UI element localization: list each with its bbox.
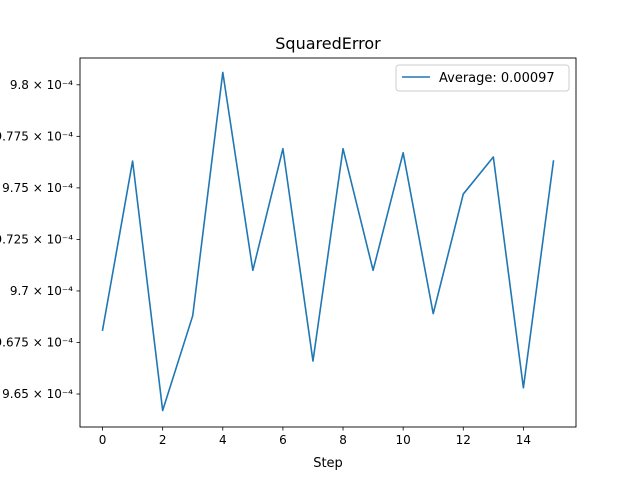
x-tick-label: 14 [516, 433, 531, 447]
series-line [101, 71, 555, 412]
plot-area-frame [79, 57, 577, 428]
y-tick-label: 9.675 × 10⁻⁴ [0, 335, 73, 349]
chart-title: SquaredError [275, 34, 381, 53]
x-tick-label: 10 [396, 433, 411, 447]
legend: Average: 0.00097 [395, 64, 570, 92]
y-tick-label: 9.65 × 10⁻⁴ [2, 387, 73, 401]
x-tick-label: 12 [456, 433, 471, 447]
legend-box [395, 64, 570, 92]
x-tick-label: 8 [339, 433, 347, 447]
y-tick-label: 9.775 × 10⁻⁴ [0, 129, 73, 143]
x-tick-label: 4 [219, 433, 227, 447]
series-layer [101, 71, 555, 412]
x-axis-label: Step [313, 456, 343, 471]
x-tick-label: 6 [279, 433, 287, 447]
x-tick-label: 2 [159, 433, 167, 447]
y-tick-label: 9.7 × 10⁻⁴ [10, 284, 73, 298]
x-axis: 0 2 4 6 8 10 12 14 [99, 427, 531, 447]
x-tick-label: 0 [99, 433, 107, 447]
y-tick-label: 9.75 × 10⁻⁴ [2, 181, 73, 195]
legend-entry-label: Average: 0.00097 [439, 71, 555, 86]
y-axis: 9.65 × 10⁻⁴ 9.675 × 10⁻⁴ 9.7 × 10⁻⁴ 9.725 ×… [0, 78, 80, 401]
y-tick-label: 9.725 × 10⁻⁴ [0, 232, 73, 246]
y-tick-label: 9.8 × 10⁻⁴ [10, 78, 73, 92]
